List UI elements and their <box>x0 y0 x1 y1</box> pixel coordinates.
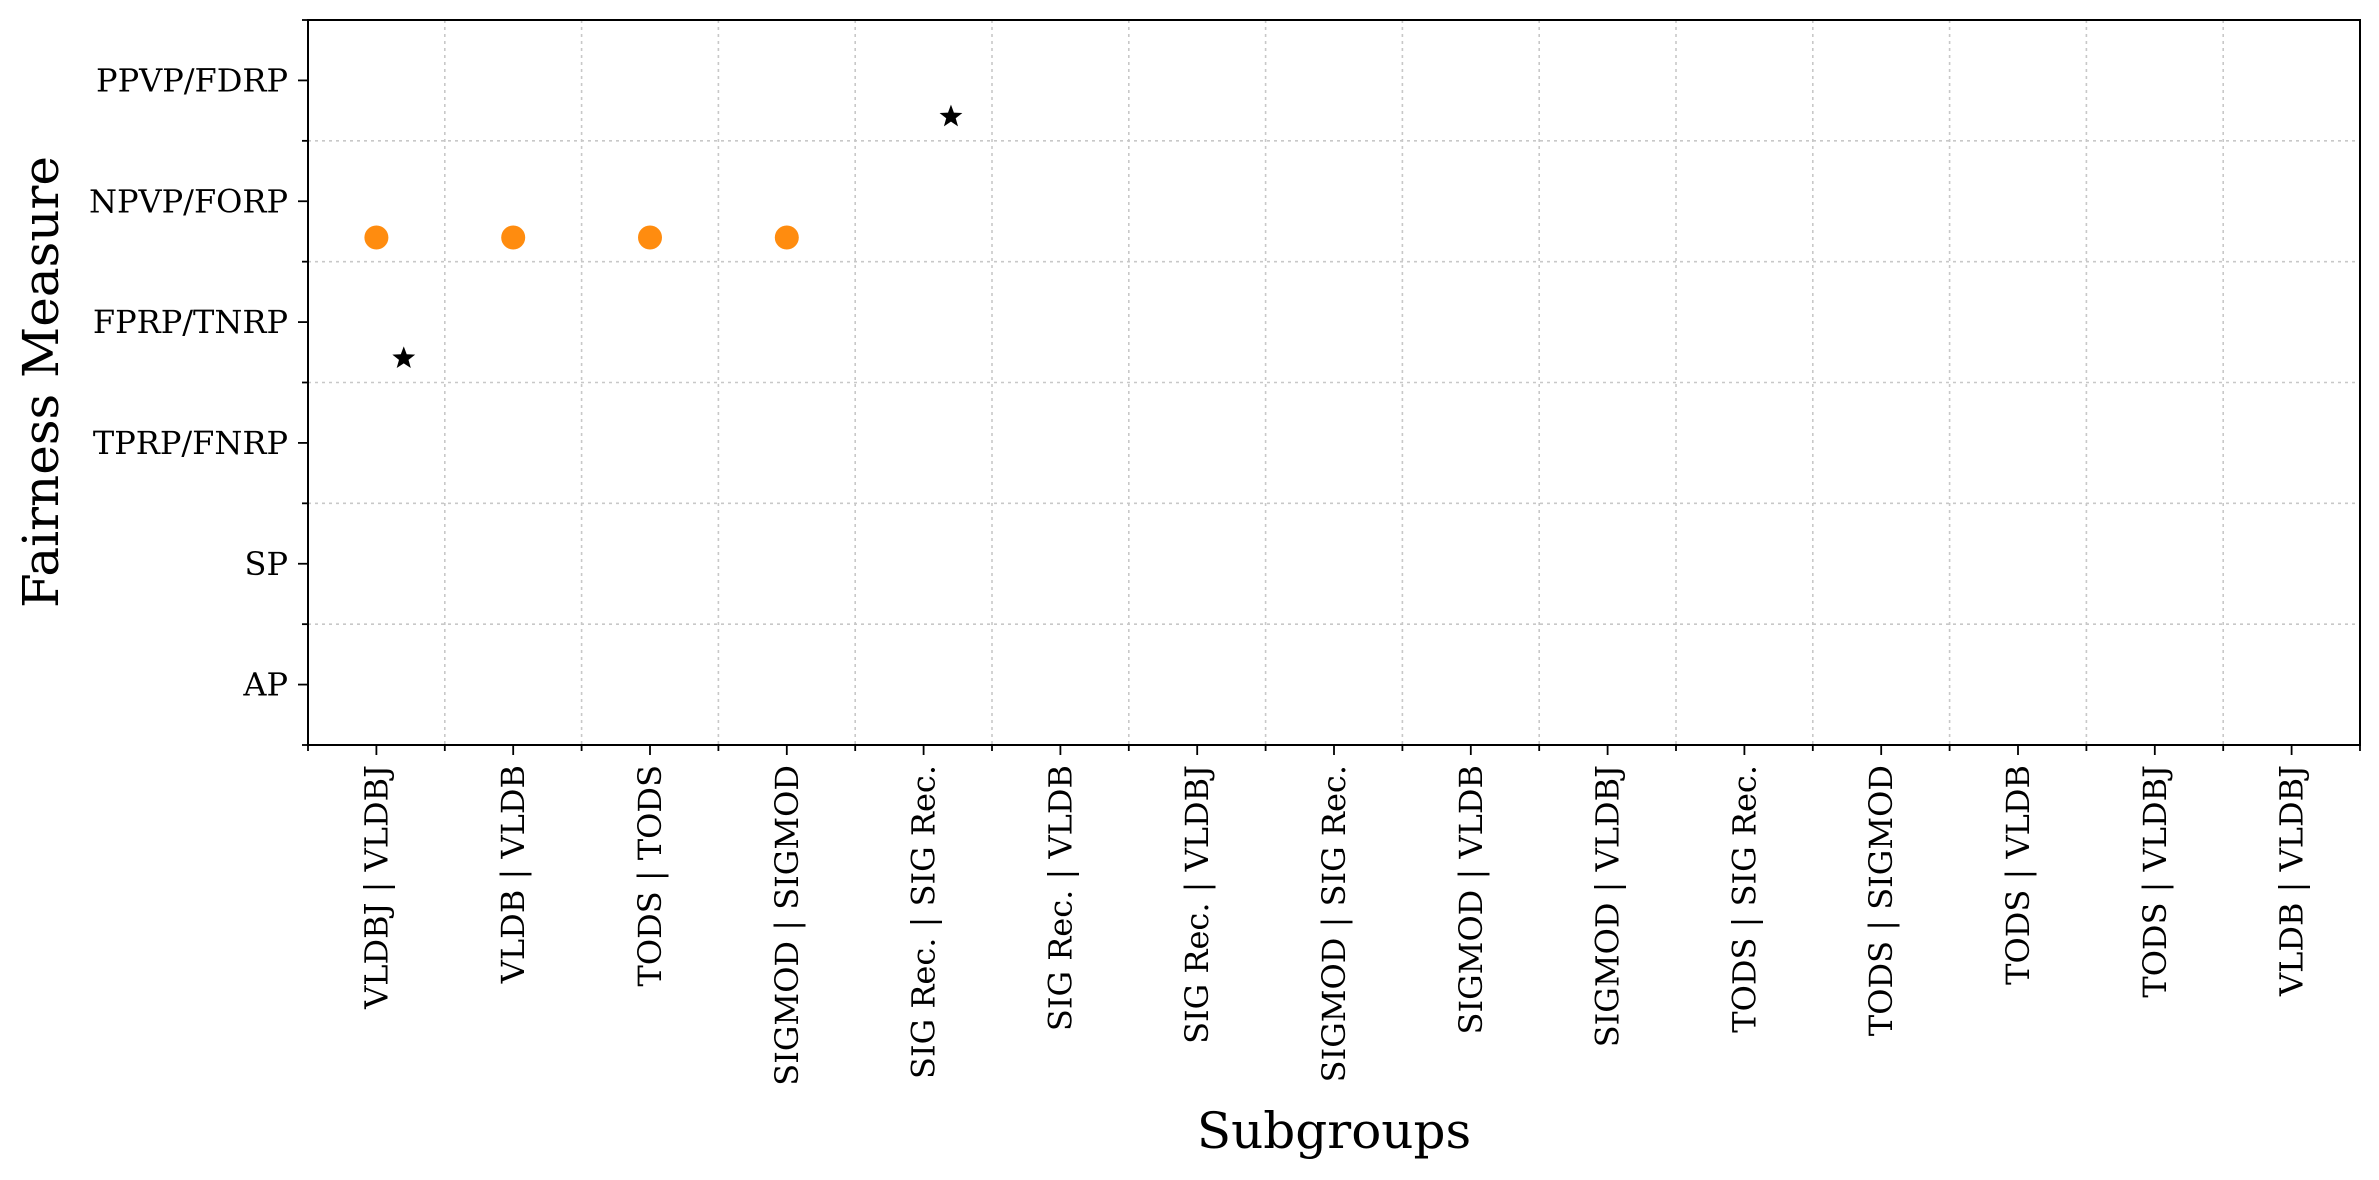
y-tick-label: FPRP/TNRP <box>93 303 288 341</box>
x-tick-label: SIG Rec. | SIG Rec. <box>905 765 943 1079</box>
x-tick-labels: VLDBJ | VLDBJ VLDB | VLDB TODS | TODS SIGMO… <box>357 765 2310 1086</box>
grid-lines <box>308 20 2360 745</box>
y-tick-labels: AP SP TPRP/FNRP FPRP/TNRP NPVP/FORP PPVP/FDRP <box>89 61 288 703</box>
x-tick-label: SIG Rec. | VLDBJ <box>1178 765 1216 1044</box>
y-tick-label: SP <box>245 545 288 583</box>
x-tick-label: TODS | VLDBJ <box>2136 765 2174 998</box>
data-point-circle <box>501 225 526 250</box>
data-point-star <box>939 104 963 127</box>
x-tick-label: TODS | SIGMOD <box>1862 765 1900 1036</box>
data-point-circle <box>364 225 389 250</box>
x-tick-label: SIGMOD | VLDB <box>1452 765 1490 1034</box>
data-point-circle <box>774 225 799 250</box>
axis-ticks <box>298 19 2361 755</box>
y-tick-label: PPVP/FDRP <box>96 61 288 99</box>
y-tick-label: AP <box>242 666 288 704</box>
y-tick-label: NPVP/FORP <box>89 182 288 220</box>
y-axis-title: Fairness Measure <box>12 156 70 608</box>
x-tick-label: SIGMOD | VLDBJ <box>1589 765 1627 1047</box>
x-tick-label: VLDB | VLDBJ <box>2273 765 2311 997</box>
y-tick-label: TPRP/FNRP <box>93 424 288 462</box>
x-tick-label: SIG Rec. | VLDB <box>1041 765 1079 1031</box>
x-tick-label: TODS | SIG Rec. <box>1725 765 1763 1033</box>
x-tick-label: SIGMOD | SIGMOD <box>768 765 806 1086</box>
data-point-star <box>392 346 416 369</box>
x-tick-label: TODS | VLDB <box>1999 765 2037 985</box>
x-tick-label: VLDB | VLDB <box>494 765 532 984</box>
x-tick-label: VLDBJ | VLDBJ <box>357 765 395 1010</box>
x-axis-title: Subgroups <box>1197 1102 1471 1160</box>
x-tick-label: SIGMOD | SIG Rec. <box>1315 765 1353 1082</box>
data-points <box>364 104 963 369</box>
data-point-circle <box>638 225 662 250</box>
x-tick-label: TODS | TODS <box>631 765 669 986</box>
